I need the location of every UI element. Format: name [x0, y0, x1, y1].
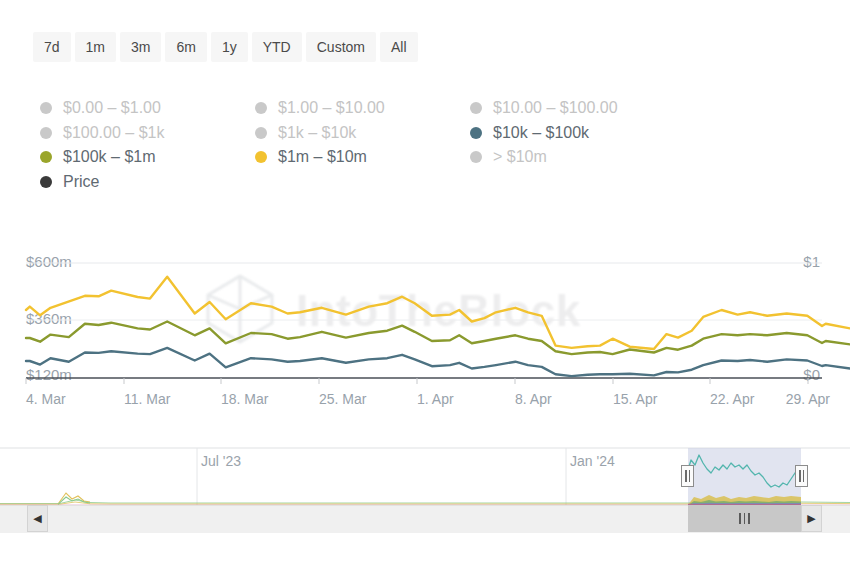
- svg-text:IntoTheBlock: IntoTheBlock: [296, 286, 581, 335]
